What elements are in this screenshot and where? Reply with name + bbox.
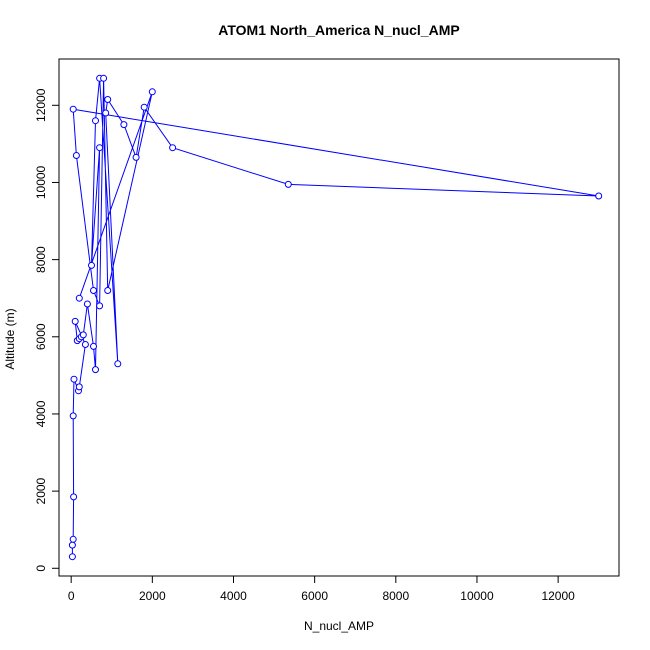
- y-tick-label: 12000: [34, 88, 48, 122]
- x-axis-label: N_nucl_AMP: [304, 619, 374, 633]
- plot-frame: [58, 58, 620, 577]
- data-point: [595, 192, 603, 200]
- data-point: [104, 96, 112, 103]
- x-tick-label: 12000: [541, 589, 575, 603]
- x-tick-label: 4000: [220, 589, 247, 603]
- x-tick-label: 8000: [382, 589, 409, 603]
- x-tick-label: 2000: [139, 589, 166, 603]
- y-axis-label: Altitude (m): [3, 308, 17, 369]
- data-point: [92, 366, 99, 374]
- data-point: [102, 109, 110, 117]
- y-tick-label: 6000: [34, 323, 48, 350]
- data-point: [70, 375, 78, 383]
- data-point: [79, 331, 87, 339]
- data-point: [114, 360, 122, 368]
- data-point: [140, 103, 148, 111]
- chart-title: ATOM1 North_America N_nucl_AMP: [218, 22, 459, 38]
- data-point: [69, 412, 77, 420]
- data-point: [68, 541, 76, 549]
- data-point: [120, 121, 128, 129]
- y-tick-label: 2000: [34, 477, 48, 504]
- data-point: [71, 317, 79, 325]
- x-tick-label: 0: [68, 589, 75, 603]
- data-point: [72, 152, 80, 159]
- data-point: [81, 341, 89, 348]
- data-point: [169, 144, 177, 152]
- data-point: [69, 535, 77, 543]
- data-point: [90, 287, 97, 294]
- series-layer: [68, 74, 603, 561]
- x-axis: 0 2000 4000 6000 8000 10000 12000: [68, 575, 575, 603]
- data-point: [104, 287, 112, 294]
- series-line: [71, 78, 599, 557]
- data-point: [75, 294, 83, 302]
- x-tick-label: 6000: [301, 589, 328, 603]
- data-point: [69, 105, 77, 113]
- data-point: [284, 180, 292, 188]
- y-tick-label: 4000: [34, 400, 48, 427]
- data-point: [92, 117, 99, 125]
- x-tick-label: 10000: [460, 589, 494, 603]
- y-tick-label: 8000: [34, 246, 48, 273]
- data-point: [88, 261, 95, 269]
- y-tick-label: 0: [34, 565, 48, 572]
- data-point: [83, 300, 91, 308]
- data-point: [70, 493, 78, 501]
- data-point: [132, 153, 140, 161]
- data-point: [148, 88, 156, 96]
- y-tick-label: 10000: [34, 165, 48, 199]
- data-point: [96, 302, 104, 310]
- data-point: [100, 74, 108, 82]
- data-point: [68, 553, 76, 561]
- data-point: [96, 144, 104, 152]
- data-point: [90, 342, 97, 350]
- y-axis: 0 2000 4000 6000 8000 10000 12000: [34, 88, 60, 572]
- data-point: [75, 383, 83, 391]
